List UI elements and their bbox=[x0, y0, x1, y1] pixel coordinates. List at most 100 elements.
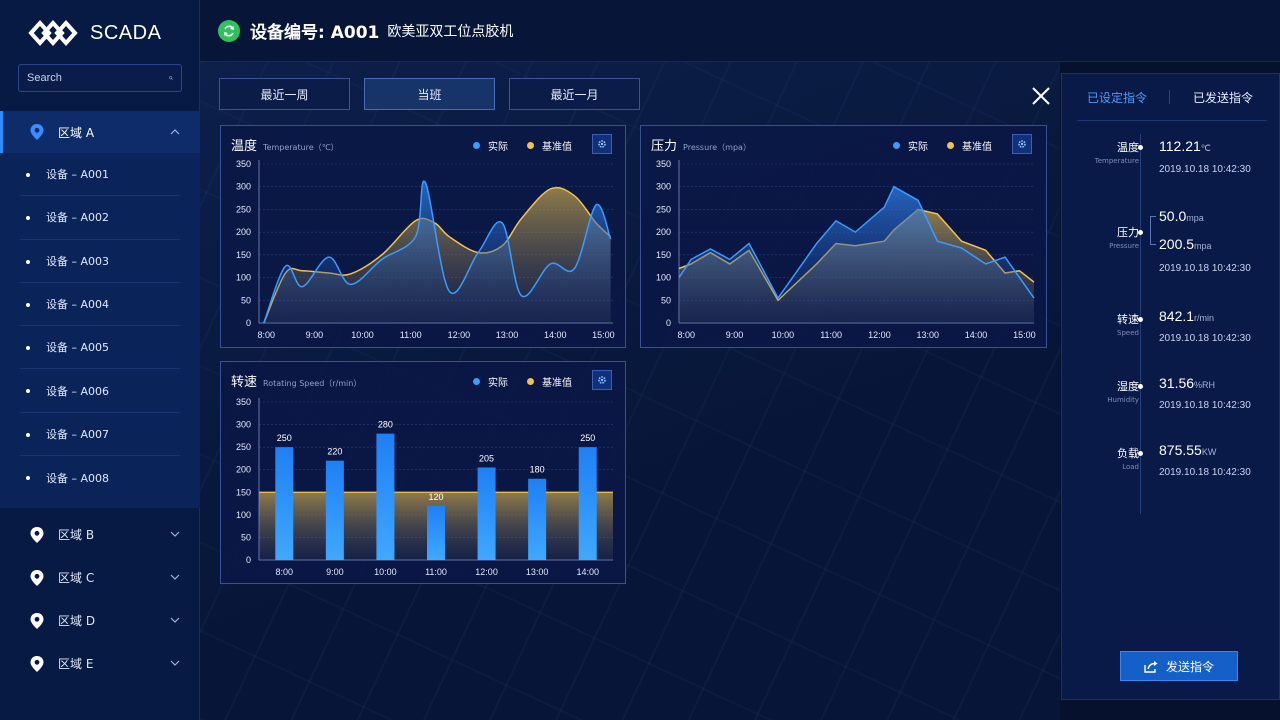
search-icon[interactable] bbox=[169, 71, 173, 85]
sidebar-zone-c[interactable]: 区域 C bbox=[0, 556, 200, 599]
legend-actual: 实际 bbox=[473, 374, 508, 389]
chevron-up-icon[interactable] bbox=[170, 127, 180, 137]
metric-value: 112.21℃ bbox=[1159, 138, 1211, 154]
send-command-button[interactable]: 发送指令 bbox=[1120, 651, 1238, 681]
device-item-a004[interactable]: 设备 – A004 bbox=[20, 283, 180, 327]
x-tick-label: 11:00 bbox=[820, 330, 842, 340]
settings-button[interactable] bbox=[592, 134, 612, 154]
timeline-dot bbox=[1138, 384, 1143, 389]
x-tick-label: 12:00 bbox=[448, 330, 471, 340]
y-tick-label: 250 bbox=[656, 204, 671, 214]
legend-dot-baseline bbox=[947, 142, 954, 149]
y-tick-label: 150 bbox=[656, 250, 671, 260]
y-tick-label: 200 bbox=[236, 227, 251, 237]
y-tick-label: 0 bbox=[246, 555, 251, 565]
bracket bbox=[1150, 216, 1156, 245]
chevron-down-icon[interactable] bbox=[170, 529, 180, 539]
chart-title: 压力 Pressure（mpa） bbox=[651, 139, 751, 154]
bar bbox=[376, 433, 395, 560]
series-line-actual bbox=[263, 180, 612, 324]
metric-value: 842.1r/min bbox=[1159, 308, 1215, 324]
device-item-a003[interactable]: 设备 – A003 bbox=[20, 240, 180, 283]
x-tick-label: 9:00 bbox=[726, 330, 744, 340]
chevron-down-icon[interactable] bbox=[170, 658, 180, 668]
tab-last-month[interactable]: 最近一月 bbox=[509, 78, 640, 110]
refresh-icon bbox=[224, 25, 234, 36]
sidebar-zone-b[interactable]: 区域 B bbox=[0, 513, 200, 556]
metric-timestamp: 2019.10.18 10:42:30 bbox=[1159, 467, 1251, 478]
metric-name: 负载 bbox=[1117, 447, 1139, 460]
timeline-dot bbox=[1138, 451, 1143, 456]
metric-name: 温度 bbox=[1117, 141, 1139, 154]
sidebar: SCADA 区域 A 设备 – A001 设备 – A002 设备 – A003… bbox=[0, 0, 200, 720]
pressure-chart: 0 50 100 150 200 250 300 350 8:00 9:00 10:00 11:00 1… bbox=[656, 159, 1036, 340]
tab-separator bbox=[1169, 90, 1170, 104]
device-item-a001[interactable]: 设备 – A001 bbox=[20, 153, 180, 197]
location-pin-icon bbox=[30, 526, 44, 543]
legend-dot-actual bbox=[893, 142, 900, 149]
y-tick-label: 50 bbox=[661, 295, 671, 305]
y-tick-label: 200 bbox=[236, 465, 251, 475]
chart-subtitle: Temperature（℃） bbox=[263, 143, 339, 152]
logo: SCADA bbox=[28, 16, 178, 50]
bar-value-label: 250 bbox=[580, 433, 595, 443]
y-tick-label: 250 bbox=[236, 204, 251, 214]
zone-label: 区域 C bbox=[58, 571, 95, 585]
x-tick-label: 13:00 bbox=[916, 330, 939, 340]
metric-name-en: Speed bbox=[1117, 329, 1139, 337]
x-tick-label: 9:00 bbox=[306, 330, 324, 340]
divider bbox=[1077, 120, 1267, 121]
page-header: 设备编号: A001 欧美亚双工位点胶机 bbox=[200, 0, 1280, 62]
chart-title: 温度 Temperature（℃） bbox=[231, 139, 339, 154]
tab-last-week[interactable]: 最近一周 bbox=[219, 78, 350, 110]
y-tick-label: 150 bbox=[236, 487, 251, 497]
x-tick-label: 8:00 bbox=[677, 330, 695, 340]
device-list: 设备 – A001 设备 – A002 设备 – A003 设备 – A004 … bbox=[0, 153, 200, 499]
rotating-speed-chart: 0 50 100 150 200 250 300 350 8:00 9:00 10:00 11:00 1… bbox=[236, 397, 613, 577]
metric-name: 压力 bbox=[1117, 226, 1139, 239]
legend-baseline: 基准值 bbox=[947, 138, 992, 153]
device-item-a006[interactable]: 设备 – A006 bbox=[20, 369, 180, 413]
x-tick-label: 8:00 bbox=[276, 567, 294, 577]
search-box[interactable] bbox=[18, 64, 182, 92]
device-item-a002[interactable]: 设备 – A002 bbox=[20, 196, 180, 240]
bar-value-label: 205 bbox=[479, 453, 494, 463]
temperature-chart-panel: 温度 Temperature（℃） 实际 基准值 0 50 100 150 200 250 3… bbox=[220, 125, 626, 348]
metric-name: 转速 bbox=[1117, 313, 1139, 326]
chevron-down-icon[interactable] bbox=[170, 572, 180, 582]
sidebar-zone-a[interactable]: 区域 A bbox=[0, 111, 200, 153]
metric-name-en: Pressure bbox=[1109, 242, 1139, 250]
y-tick-label: 300 bbox=[236, 420, 251, 430]
bar bbox=[578, 447, 597, 560]
metric-value: 50.0mpa bbox=[1159, 208, 1204, 224]
series-area-actual bbox=[263, 181, 611, 323]
x-tick-label: 8:00 bbox=[257, 330, 275, 340]
bar-value-label: 120 bbox=[428, 492, 443, 502]
x-tick-label: 14:00 bbox=[544, 330, 567, 340]
chevron-down-icon[interactable] bbox=[170, 615, 180, 625]
settings-button[interactable] bbox=[1012, 134, 1032, 154]
tab-sent-commands[interactable]: 已发送指令 bbox=[1193, 91, 1254, 105]
device-item-a007[interactable]: 设备 – A007 bbox=[20, 413, 180, 457]
sidebar-zone-d[interactable]: 区域 D bbox=[0, 599, 200, 642]
legend-actual: 实际 bbox=[893, 138, 928, 153]
close-icon[interactable] bbox=[1030, 85, 1052, 107]
x-tick-label: 12:00 bbox=[868, 330, 891, 340]
metric-timestamp: 2019.10.18 10:42:30 bbox=[1159, 400, 1251, 411]
timeline-dot bbox=[1138, 317, 1143, 322]
legend-dot-actual bbox=[473, 378, 480, 385]
device-item-a005[interactable]: 设备 – A005 bbox=[20, 326, 180, 370]
chart-subtitle: Pressure（mpa） bbox=[683, 143, 751, 152]
metric-timestamp: 2019.10.18 10:42:30 bbox=[1159, 263, 1251, 274]
device-item-a008[interactable]: 设备 – A008 bbox=[20, 456, 180, 499]
search-input[interactable] bbox=[27, 72, 169, 84]
tab-set-commands[interactable]: 已设定指令 bbox=[1087, 91, 1148, 105]
zone-label: 区域 D bbox=[58, 614, 96, 628]
tab-current-shift[interactable]: 当班 bbox=[364, 78, 495, 110]
y-tick-label: 250 bbox=[236, 442, 251, 452]
sidebar-zone-e[interactable]: 区域 E bbox=[0, 642, 200, 685]
zone-label: 区域 A bbox=[58, 125, 95, 140]
logo-text: SCADA bbox=[90, 21, 162, 44]
zone-label: 区域 E bbox=[58, 657, 94, 671]
settings-button[interactable] bbox=[592, 370, 612, 390]
